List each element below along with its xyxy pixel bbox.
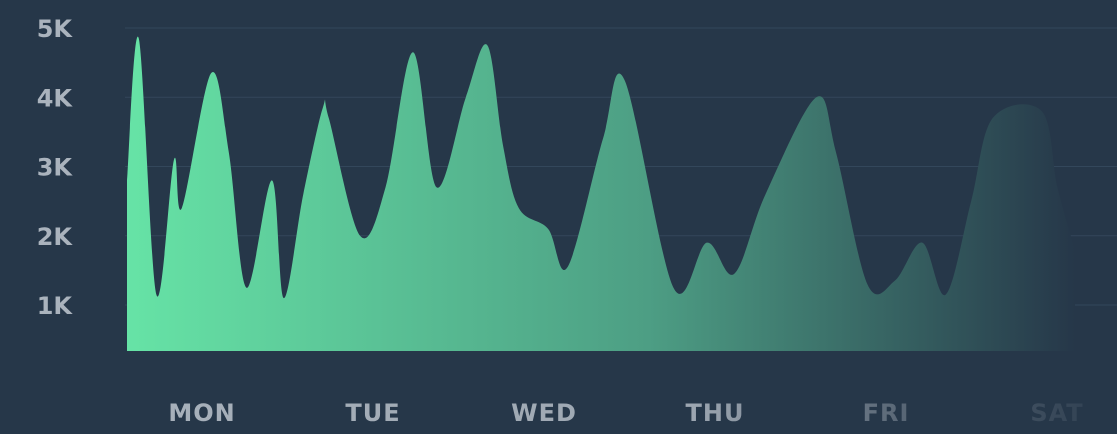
x-tick-label-wed: WED	[511, 399, 577, 427]
area-series-fill	[127, 36, 1075, 351]
y-tick-label: 5K	[37, 15, 74, 43]
x-tick-label-fri: FRI	[863, 399, 910, 427]
y-tick-label: 2K	[37, 223, 74, 251]
x-tick-label-thu: THU	[686, 399, 745, 427]
x-tick-label-mon: MON	[168, 399, 235, 427]
y-tick-label: 4K	[37, 84, 74, 112]
y-axis-ticks: 1K 2K 3K 4K 5K	[37, 15, 74, 320]
x-tick-label-tue: TUE	[345, 399, 400, 427]
x-axis-ticks: MON TUE WED THU FRI SAT	[168, 399, 1083, 427]
area-series	[127, 36, 1075, 351]
x-tick-label-sat: SAT	[1030, 399, 1083, 427]
y-tick-label: 1K	[37, 292, 74, 320]
y-tick-label: 3K	[37, 154, 74, 182]
